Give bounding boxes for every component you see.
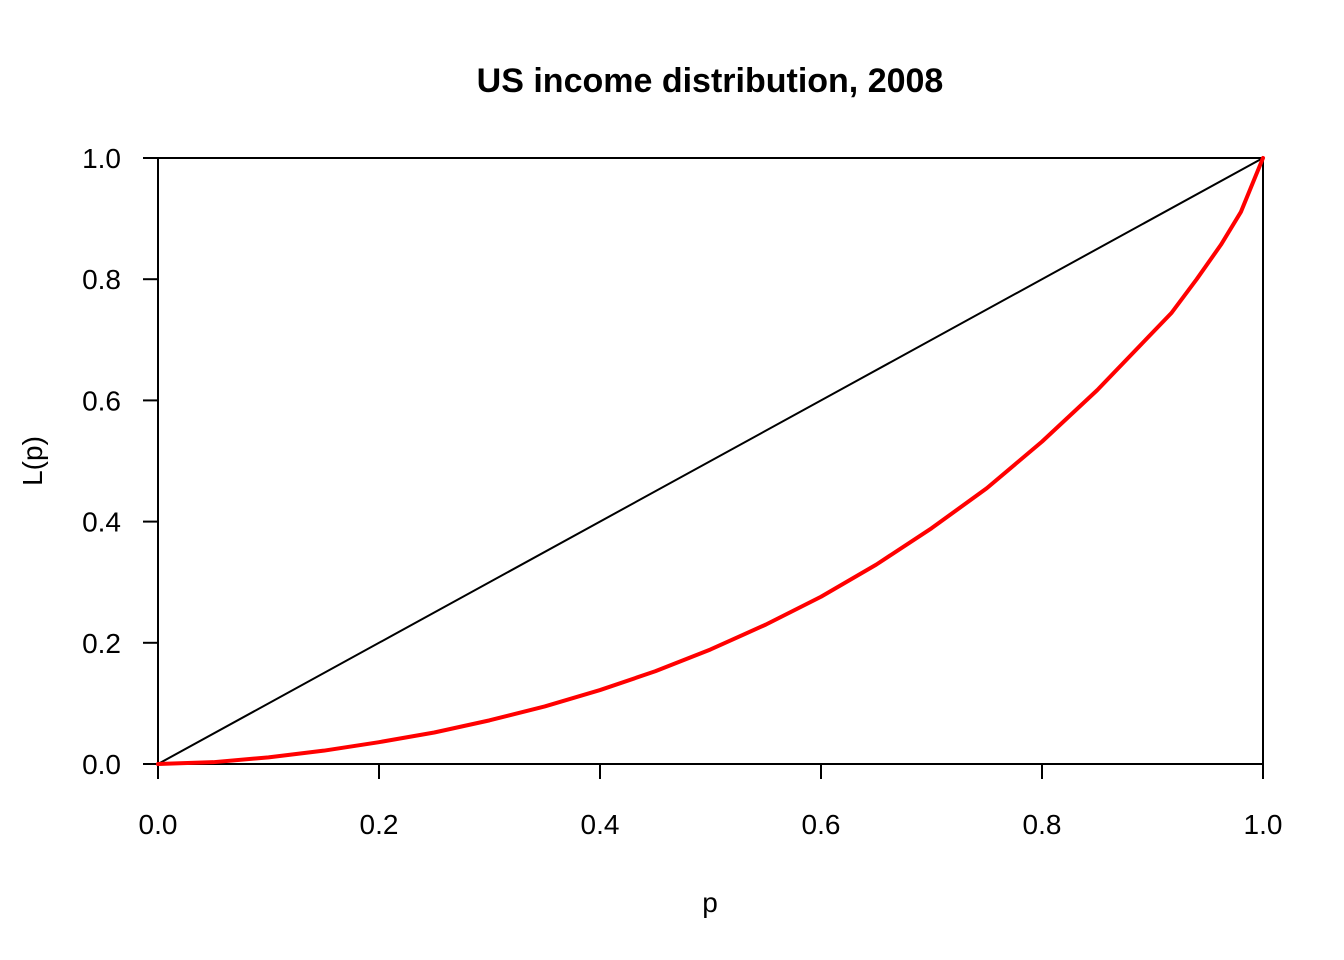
equality-line — [157, 157, 1264, 765]
x-axis-label: p — [702, 887, 718, 918]
x-tick-label: 0.8 — [1023, 809, 1062, 840]
lorenz-curve-line — [156, 156, 1265, 766]
chart-title: US income distribution, 2008 — [477, 62, 944, 100]
x-tick-label: 0.2 — [360, 809, 399, 840]
y-tick-label: 0.2 — [82, 628, 121, 659]
x-axis: 0.0 0.2 0.4 0.6 0.8 1.0 — [139, 764, 1283, 840]
x-tick-label: 0.0 — [139, 809, 178, 840]
y-axis: 0.0 0.2 0.4 0.6 0.8 1.0 — [82, 143, 158, 780]
series-lines — [156, 156, 1265, 766]
x-tick-label: 0.6 — [802, 809, 841, 840]
y-tick-label: 0.8 — [82, 264, 121, 295]
y-tick-label: 1.0 — [82, 143, 121, 174]
y-tick-label: 0.4 — [82, 507, 121, 538]
y-axis-label: L(p) — [17, 436, 48, 486]
x-tick-label: 0.4 — [581, 809, 620, 840]
plot-frame — [157, 157, 1264, 765]
y-tick-label: 0.6 — [82, 385, 121, 416]
y-tick-label: 0.0 — [82, 749, 121, 780]
x-tick-label: 1.0 — [1244, 809, 1283, 840]
